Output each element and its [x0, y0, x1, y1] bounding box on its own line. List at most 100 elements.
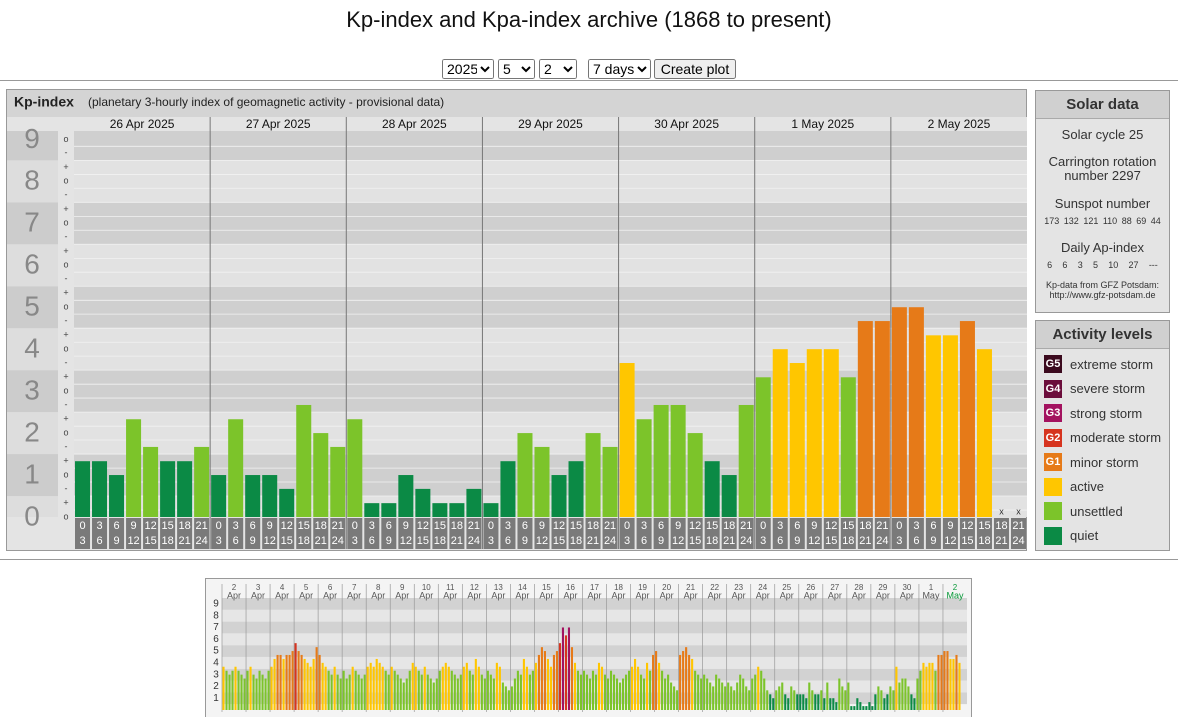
bar [621, 678, 625, 710]
y-label-cell [7, 496, 58, 517]
bar [507, 690, 510, 710]
bar [891, 307, 907, 517]
bar [426, 674, 429, 710]
x-day-label: 23 [734, 583, 743, 592]
y-subtick-label: + [63, 204, 68, 214]
legend-item: G1 minor storm [1044, 452, 1139, 472]
x-hour-label: 3 [896, 535, 902, 547]
bar [778, 686, 781, 710]
x-hour-label: 0 [896, 520, 902, 532]
bar [360, 678, 363, 710]
bar [279, 488, 295, 517]
create-plot-button[interactable]: Create plot [654, 59, 736, 79]
x-month-label: Apr [587, 590, 601, 600]
bar [766, 690, 769, 710]
bar [423, 666, 426, 710]
sunspot-value: 132 [1063, 216, 1079, 226]
bar [438, 670, 441, 710]
bar [612, 674, 616, 710]
x-day-label: 10 [422, 583, 431, 592]
bar [703, 674, 706, 710]
grid-band [222, 645, 967, 657]
grid-band [74, 202, 1027, 245]
bar [333, 666, 336, 710]
x-hour-label: 15 [825, 535, 837, 547]
year-select[interactable]: 2025 [442, 59, 494, 79]
ap-value: 27 [1128, 260, 1139, 270]
day-select[interactable]: 2 [539, 59, 577, 79]
bar [949, 658, 952, 710]
hour-cell [585, 518, 601, 549]
hour-cell [500, 518, 516, 549]
x-hour-label: 6 [641, 535, 647, 547]
bar [742, 678, 745, 710]
month-select[interactable]: 5 [498, 59, 535, 79]
bar [673, 686, 676, 710]
bar [462, 666, 465, 710]
x-month-label: Apr [275, 590, 289, 600]
x-hour-label: 21 [1012, 520, 1024, 532]
legend-item: active [1044, 477, 1104, 497]
y-tick-label: 7 [213, 622, 219, 633]
x-hour-label: 21 [451, 535, 463, 547]
x-hour-label: 6 [930, 520, 936, 532]
bar [306, 662, 309, 710]
bar [738, 404, 754, 517]
bar [823, 349, 839, 517]
x-hour-label: 3 [777, 520, 783, 532]
bar [387, 674, 390, 710]
x-day-label: 5 [304, 583, 309, 592]
bar [862, 706, 865, 710]
y-tick-label: 1 [24, 458, 40, 489]
y-tick-label: 9 [24, 123, 40, 154]
range-select[interactable]: 7 days [588, 59, 651, 79]
bar [838, 678, 841, 710]
x-hour-label: 6 [913, 535, 919, 547]
sunspot-value: 44 [1150, 216, 1161, 226]
legend-swatch [1044, 526, 1062, 545]
bar [500, 461, 516, 517]
y-subtick-label: + [63, 372, 68, 382]
x-hour-label: 12 [825, 520, 837, 532]
x-month-label: Apr [323, 590, 337, 600]
y-label-cell [7, 286, 58, 329]
hour-cell [704, 518, 720, 549]
x-hour-label: 18 [451, 520, 463, 532]
legend-swatch: G1 [1044, 453, 1062, 471]
grid-band [74, 160, 1027, 203]
hour-cell [908, 518, 924, 549]
bar [594, 674, 598, 710]
x-day-label: 11 [446, 583, 455, 592]
x-month-label: Apr [251, 590, 265, 600]
x-hour-label: 6 [777, 535, 783, 547]
x-hour-label: 3 [760, 535, 766, 547]
x-day-label: 25 [782, 583, 791, 592]
x-hour-label: 3 [216, 535, 222, 547]
bar [537, 654, 540, 710]
x-day-label: 1 [929, 583, 934, 592]
y-subtick-label: o [63, 511, 68, 521]
bar [655, 651, 658, 710]
y-tick-label: 0 [24, 500, 40, 531]
bar [832, 698, 835, 710]
hour-cell [381, 518, 397, 549]
hour-cell [262, 518, 278, 549]
x-hour-label: 12 [961, 520, 973, 532]
hour-cell [109, 518, 125, 549]
x-month-label: Apr [563, 590, 577, 600]
x-day-label: 2 [953, 583, 958, 592]
bar [285, 654, 288, 710]
legend-label: strong storm [1070, 405, 1143, 421]
y-tick-label: 4 [213, 657, 219, 668]
bar [555, 651, 559, 710]
x-month-label: Apr [299, 590, 313, 600]
solar-panel: Solar data Solar cycle 25 Carrington rot… [1035, 90, 1170, 313]
bar [534, 662, 537, 710]
bar [772, 698, 775, 710]
x-hour-label: 18 [859, 520, 871, 532]
bar [313, 433, 329, 517]
bar [318, 654, 321, 710]
bar [582, 670, 586, 710]
y-tick-label: 2 [213, 681, 219, 692]
